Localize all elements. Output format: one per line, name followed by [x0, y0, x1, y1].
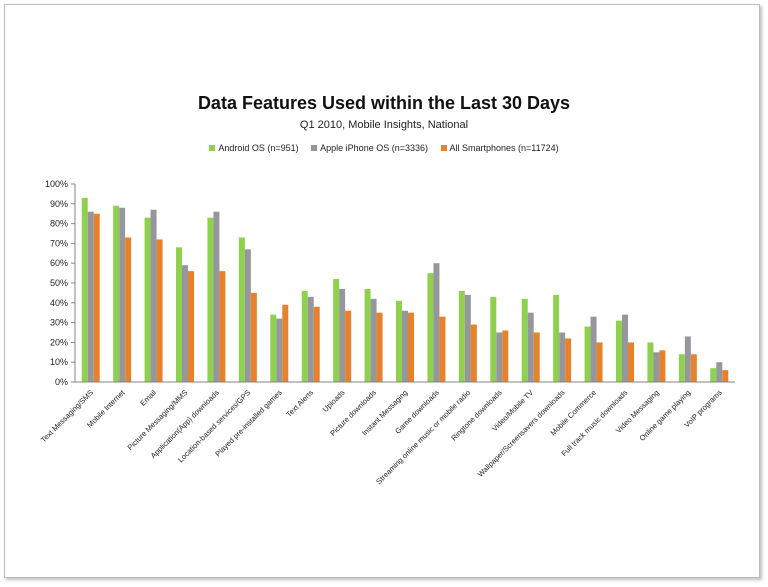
- bar: [496, 332, 503, 382]
- bar: [238, 237, 245, 382]
- bar: [93, 213, 100, 382]
- y-tick-label: 10%: [50, 357, 68, 367]
- bar: [716, 362, 723, 382]
- bar: [87, 211, 94, 382]
- bar: [156, 239, 163, 382]
- x-tick-label: Email: [138, 388, 158, 408]
- bar: [458, 290, 465, 382]
- legend-swatch-android: [209, 145, 216, 151]
- bar: [684, 336, 691, 382]
- legend-label-iphone: Apple iPhone OS (n=3336): [320, 143, 428, 153]
- bar: [176, 247, 182, 382]
- bar: [213, 211, 220, 382]
- legend-item-android: Android OS (n=951): [209, 143, 299, 153]
- bar: [408, 312, 414, 382]
- bar: [396, 300, 402, 382]
- bar: [282, 304, 289, 382]
- y-tick-label: 100%: [45, 179, 68, 189]
- x-tick-label: Played pre-installed games: [213, 388, 284, 459]
- bar: [533, 332, 540, 382]
- bar: [150, 209, 157, 382]
- bar: [590, 316, 597, 382]
- bar: [584, 326, 591, 382]
- bar: [427, 273, 434, 382]
- y-tick-label: 50%: [50, 278, 68, 288]
- bar: [219, 271, 226, 382]
- y-tick-label: 30%: [50, 318, 68, 328]
- x-tick-label: Picture Messaging/MMS: [126, 388, 190, 452]
- bar: [559, 332, 566, 382]
- bar: [119, 207, 126, 382]
- bar: [521, 298, 528, 382]
- legend-swatch-iphone: [311, 145, 318, 151]
- legend-item-iphone: Apple iPhone OS (n=3336): [311, 143, 428, 153]
- chart-title: Data Features Used within the Last 30 Da…: [197, 93, 571, 113]
- y-tick-label: 60%: [50, 258, 68, 268]
- chart-legend: Android OS (n=951) Apple iPhone OS (n=33…: [0, 143, 768, 153]
- bar: [710, 368, 717, 382]
- bar: [276, 318, 283, 382]
- y-tick-label: 0%: [55, 377, 68, 387]
- y-tick-label: 40%: [50, 298, 68, 308]
- bar: [653, 352, 660, 382]
- bar: [659, 350, 666, 382]
- bar: [628, 342, 634, 382]
- y-tick-label: 90%: [50, 199, 68, 209]
- bar: [490, 296, 497, 382]
- bar: [722, 370, 729, 382]
- bar: [125, 237, 132, 382]
- bar: [616, 320, 622, 382]
- bar: [678, 354, 685, 382]
- bar: [113, 205, 120, 382]
- bar: [144, 217, 151, 382]
- bar: [464, 294, 471, 382]
- legend-label-android: Android OS (n=951): [218, 143, 299, 153]
- y-tick-label: 20%: [50, 337, 68, 347]
- bar: [370, 298, 377, 382]
- bar: [313, 306, 320, 382]
- bar: [307, 296, 314, 382]
- x-tick-label: Text Alerts: [284, 388, 315, 419]
- bar: [502, 330, 509, 382]
- bar: [433, 263, 440, 382]
- legend-item-all-smartphones: All Smartphones (n=11724): [440, 143, 559, 153]
- bar: [553, 294, 560, 382]
- bar: [301, 290, 308, 382]
- bar: [364, 288, 371, 382]
- chart-subtitle: Q1 2010, Mobile Insights, National: [299, 119, 469, 131]
- bar: [81, 197, 88, 382]
- legend-swatch-all-smartphones: [440, 145, 447, 151]
- bar: [596, 342, 603, 382]
- y-tick-label: 70%: [50, 238, 68, 248]
- bar: [333, 279, 340, 382]
- bar: [207, 217, 214, 382]
- bar: [345, 310, 352, 382]
- x-tick-label: Uploads: [321, 388, 347, 414]
- x-tick-label: Text Messaging/SMS: [39, 388, 95, 444]
- bar: [339, 288, 346, 382]
- bar: [402, 310, 408, 382]
- bar: [188, 271, 194, 382]
- bar: [439, 316, 446, 382]
- bar: [690, 354, 697, 382]
- bar: [270, 314, 277, 382]
- legend-label-all-smartphones: All Smartphones (n=11724): [449, 143, 559, 153]
- bar: [376, 312, 383, 382]
- bar: [470, 324, 477, 382]
- y-tick-label: 80%: [50, 219, 68, 229]
- bar: [182, 265, 188, 382]
- bar: [244, 249, 251, 382]
- bar: [647, 342, 654, 382]
- bar: [622, 314, 628, 382]
- bar: [527, 312, 534, 382]
- bar: [250, 292, 257, 382]
- bar: [565, 338, 572, 382]
